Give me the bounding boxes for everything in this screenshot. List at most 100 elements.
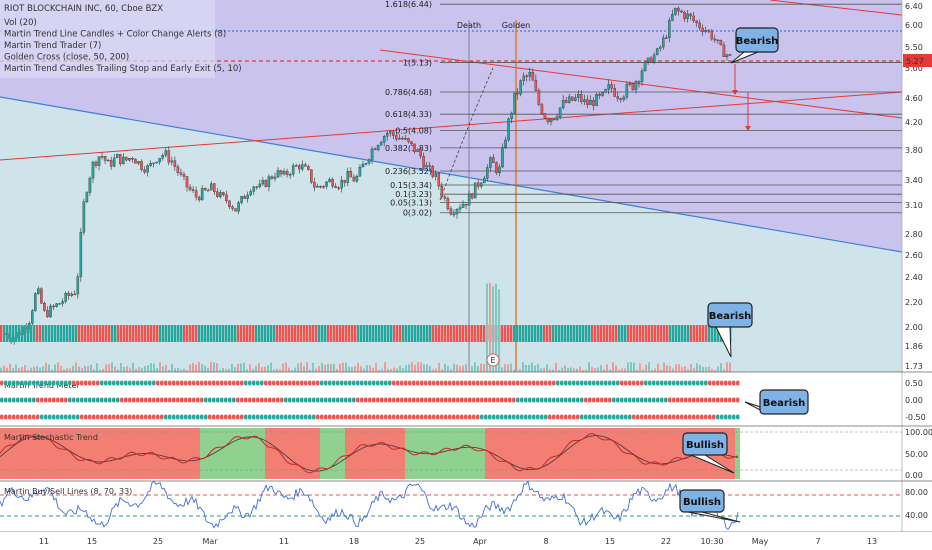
fib-level-label: 0.618(4.33): [385, 110, 432, 119]
candle-body: [628, 83, 632, 85]
trend-meter-dot: [692, 397, 696, 403]
candle-body: [413, 143, 416, 152]
trend-meter-dot: [580, 397, 584, 403]
trend-bar: [546, 325, 549, 342]
volume-bar: [672, 368, 674, 372]
time-tick-label: 8: [543, 537, 548, 546]
trend-meter-dot: [380, 397, 384, 403]
fib-level-label: 0(3.02): [403, 209, 432, 218]
candle-body: [106, 159, 110, 162]
price-axis: 6.40 6.00 5.50 5.00 4.60 4.20 3.80 3.40 3.10 2.80…: [901, 0, 932, 550]
candle-body: [601, 91, 604, 96]
candle-body: [67, 292, 70, 296]
trend-bar: [303, 325, 306, 342]
trend-bar: [183, 325, 186, 342]
trend-bar: [654, 325, 657, 342]
trend-meter-dot: [708, 414, 712, 420]
time-tick-label: 13: [867, 537, 877, 546]
volume-bar: [633, 362, 635, 372]
volume-bar: [234, 367, 236, 372]
trend-bar: [657, 325, 660, 342]
candle-body: [346, 171, 350, 183]
trend-meter-dot: [64, 397, 68, 403]
candle-body: [203, 188, 207, 191]
trend-bar: [513, 325, 516, 342]
volume-bar: [444, 363, 446, 372]
candle-body: [252, 186, 255, 192]
volume-bar: [228, 368, 230, 372]
trend-meter-dot: [112, 397, 116, 403]
trend-meter-dot: [356, 397, 360, 403]
trend-meter-dot: [660, 414, 664, 420]
candle-body: [722, 44, 726, 58]
trend-bar: [471, 325, 474, 342]
candle-body: [637, 81, 641, 83]
trend-bar: [483, 325, 486, 342]
trend-bar: [204, 325, 207, 342]
trend-bar: [501, 325, 504, 342]
trend-meter-dot: [232, 397, 236, 403]
trend-bar: [363, 325, 366, 342]
volume-bar: [489, 282, 491, 372]
trend-meter-dot: [60, 397, 64, 403]
trend-bar: [21, 325, 24, 342]
trend-meter-dot: [528, 380, 532, 386]
trend-meter-dot: [396, 414, 400, 420]
rising-trendline: [0, 91, 903, 161]
stochastic-tick: 50.00: [905, 450, 928, 459]
trend-meter-dot: [308, 397, 312, 403]
trend-meter-dot: [444, 414, 448, 420]
volume-bar: [171, 363, 173, 372]
candle-body: [206, 189, 210, 192]
trend-meter-dot: [564, 397, 568, 403]
trend-meter-dot: [132, 380, 136, 386]
trend-meter-dot: [500, 414, 504, 420]
trend-meter-dot: [232, 414, 236, 420]
trend-meter-dot: [184, 414, 188, 420]
volume-bar: [687, 369, 689, 372]
earnings-label: E: [490, 356, 495, 365]
trend-meter-dot: [680, 397, 684, 403]
time-tick-label: Apr: [473, 537, 488, 546]
candle-body: [234, 208, 237, 212]
trend-meter-dot: [516, 397, 520, 403]
candle-body: [592, 100, 595, 106]
trend-meter-dot: [248, 414, 252, 420]
trend-meter-dot: [368, 414, 372, 420]
volume-bar: [210, 362, 212, 372]
trend-meter-dot: [208, 414, 212, 420]
price-tick-label: 2.00: [905, 323, 923, 332]
candle-body: [625, 84, 629, 98]
indicator-legend-item: Vol (20): [4, 18, 37, 28]
stochastic-zone: [735, 428, 740, 479]
trend-bar: [147, 325, 150, 342]
indicator-legend-item: Martin Trend Candles Trailing Stop and E…: [4, 64, 242, 74]
trend-bar: [591, 325, 594, 342]
candle-body: [155, 161, 158, 164]
trend-meter-dot: [200, 397, 204, 403]
bullish-callout-stochastic: Bullish: [682, 432, 735, 474]
trend-meter-dot: [92, 397, 96, 403]
trend-bar: [393, 325, 396, 342]
trend-bar: [480, 325, 483, 342]
trend-bar: [621, 325, 624, 342]
volume-bar: [717, 366, 719, 372]
trend-meter-dot: [160, 414, 164, 420]
trend-meter-dot: [116, 414, 120, 420]
trend-meter-dot: [56, 380, 60, 386]
candle-body: [540, 104, 544, 114]
trend-meter-dot: [16, 380, 20, 386]
trend-meter-dot: [80, 397, 84, 403]
candle-body: [422, 156, 425, 168]
trend-bar: [663, 325, 666, 342]
trend-meter-dot: [264, 380, 268, 386]
trend-meter-dot: [492, 414, 496, 420]
trend-meter-tick: 0.50: [905, 379, 923, 388]
trend-meter-dot: [512, 397, 516, 403]
trend-meter-dot: [256, 397, 260, 403]
volume-bar: [180, 369, 182, 372]
candle-body: [528, 72, 532, 77]
trend-meter-dot: [540, 380, 544, 386]
trend-meter-dot: [460, 397, 464, 403]
